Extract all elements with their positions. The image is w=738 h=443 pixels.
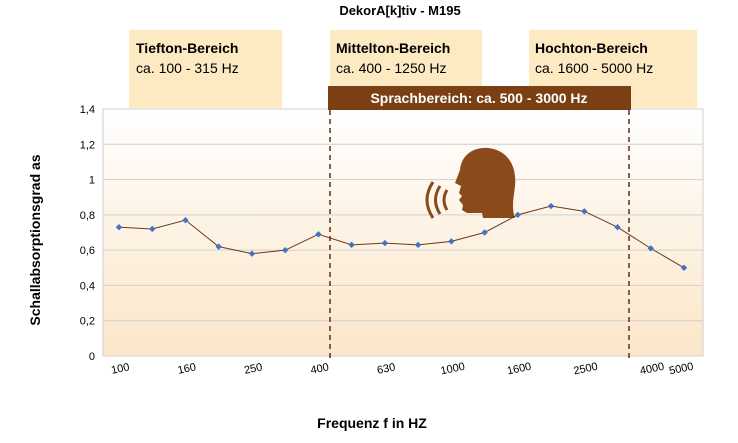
- y-tick-label: 1: [89, 175, 95, 187]
- x-tick-label: 1000: [440, 361, 466, 378]
- data-point: [481, 229, 488, 236]
- data-point: [315, 231, 322, 238]
- range-mid-value: ca. 400 - 1250 Hz: [336, 60, 447, 76]
- data-point: [647, 245, 654, 252]
- y-tick-label: 0,4: [80, 280, 95, 292]
- speaking-head-icon: [425, 147, 516, 219]
- plot-area: [102, 108, 704, 357]
- y-axis-title: Schallabsorptionsgrad as: [27, 154, 43, 325]
- data-series: [115, 202, 688, 271]
- data-point: [248, 250, 256, 257]
- data-point: [149, 225, 156, 233]
- chart-title: DekorA[k]tiv - M195: [339, 3, 460, 18]
- x-tick-label: 2500: [572, 361, 598, 378]
- y-tick-label: 0,8: [80, 210, 95, 222]
- x-tick-label: 1600: [506, 361, 532, 378]
- data-point: [581, 208, 588, 215]
- data-point: [680, 264, 688, 271]
- y-tick-labels: 0 0,2 0,4 0,6 0,8 1 1,2 1,4: [80, 104, 95, 363]
- data-point: [115, 224, 123, 231]
- x-tick-label: 250: [243, 361, 263, 377]
- y-tick-label: 1,4: [80, 104, 95, 116]
- range-high-title: Hochton-Bereich: [535, 40, 648, 56]
- y-tick-label: 1,2: [80, 139, 95, 151]
- range-low-title: Tiefton-Bereich: [136, 40, 238, 56]
- range-low-value: ca. 100 - 315 Hz: [136, 60, 239, 76]
- x-tick-label: 400: [310, 361, 330, 377]
- y-tick-label: 0,6: [80, 245, 95, 257]
- data-point: [182, 216, 189, 224]
- data-point: [614, 224, 621, 231]
- data-point: [547, 202, 555, 210]
- data-point: [215, 243, 222, 250]
- data-point: [448, 238, 455, 245]
- y-tick-label: 0: [89, 351, 95, 363]
- series-line: [118, 205, 685, 269]
- y-tick-label: 0,2: [80, 316, 95, 328]
- y-gridlines: [103, 108, 703, 357]
- x-tick-labels: 100 160 250 400 630 1000 1600 2500 4000 5000: [110, 361, 694, 378]
- speech-band-label: Sprachbereich: ca. 500 - 3000 Hz: [370, 90, 587, 106]
- data-point: [514, 211, 522, 219]
- x-tick-label: 100: [110, 361, 130, 377]
- data-point: [381, 239, 389, 247]
- data-point: [348, 241, 355, 249]
- x-tick-label: 4000: [639, 361, 665, 378]
- range-high-value: ca. 1600 - 5000 Hz: [535, 60, 653, 76]
- x-tick-label: 630: [376, 361, 396, 377]
- range-box-low: Tiefton-Bereich ca. 100 - 315 Hz: [129, 30, 282, 108]
- speech-band: Sprachbereich: ca. 500 - 3000 Hz: [328, 86, 631, 110]
- range-mid-title: Mittelton-Bereich: [336, 40, 450, 56]
- x-axis-title: Frequenz f in HZ: [317, 415, 427, 431]
- x-tick-label: 5000: [668, 361, 694, 378]
- data-point: [414, 241, 422, 249]
- data-point: [281, 246, 289, 254]
- x-tick-label: 160: [177, 361, 197, 377]
